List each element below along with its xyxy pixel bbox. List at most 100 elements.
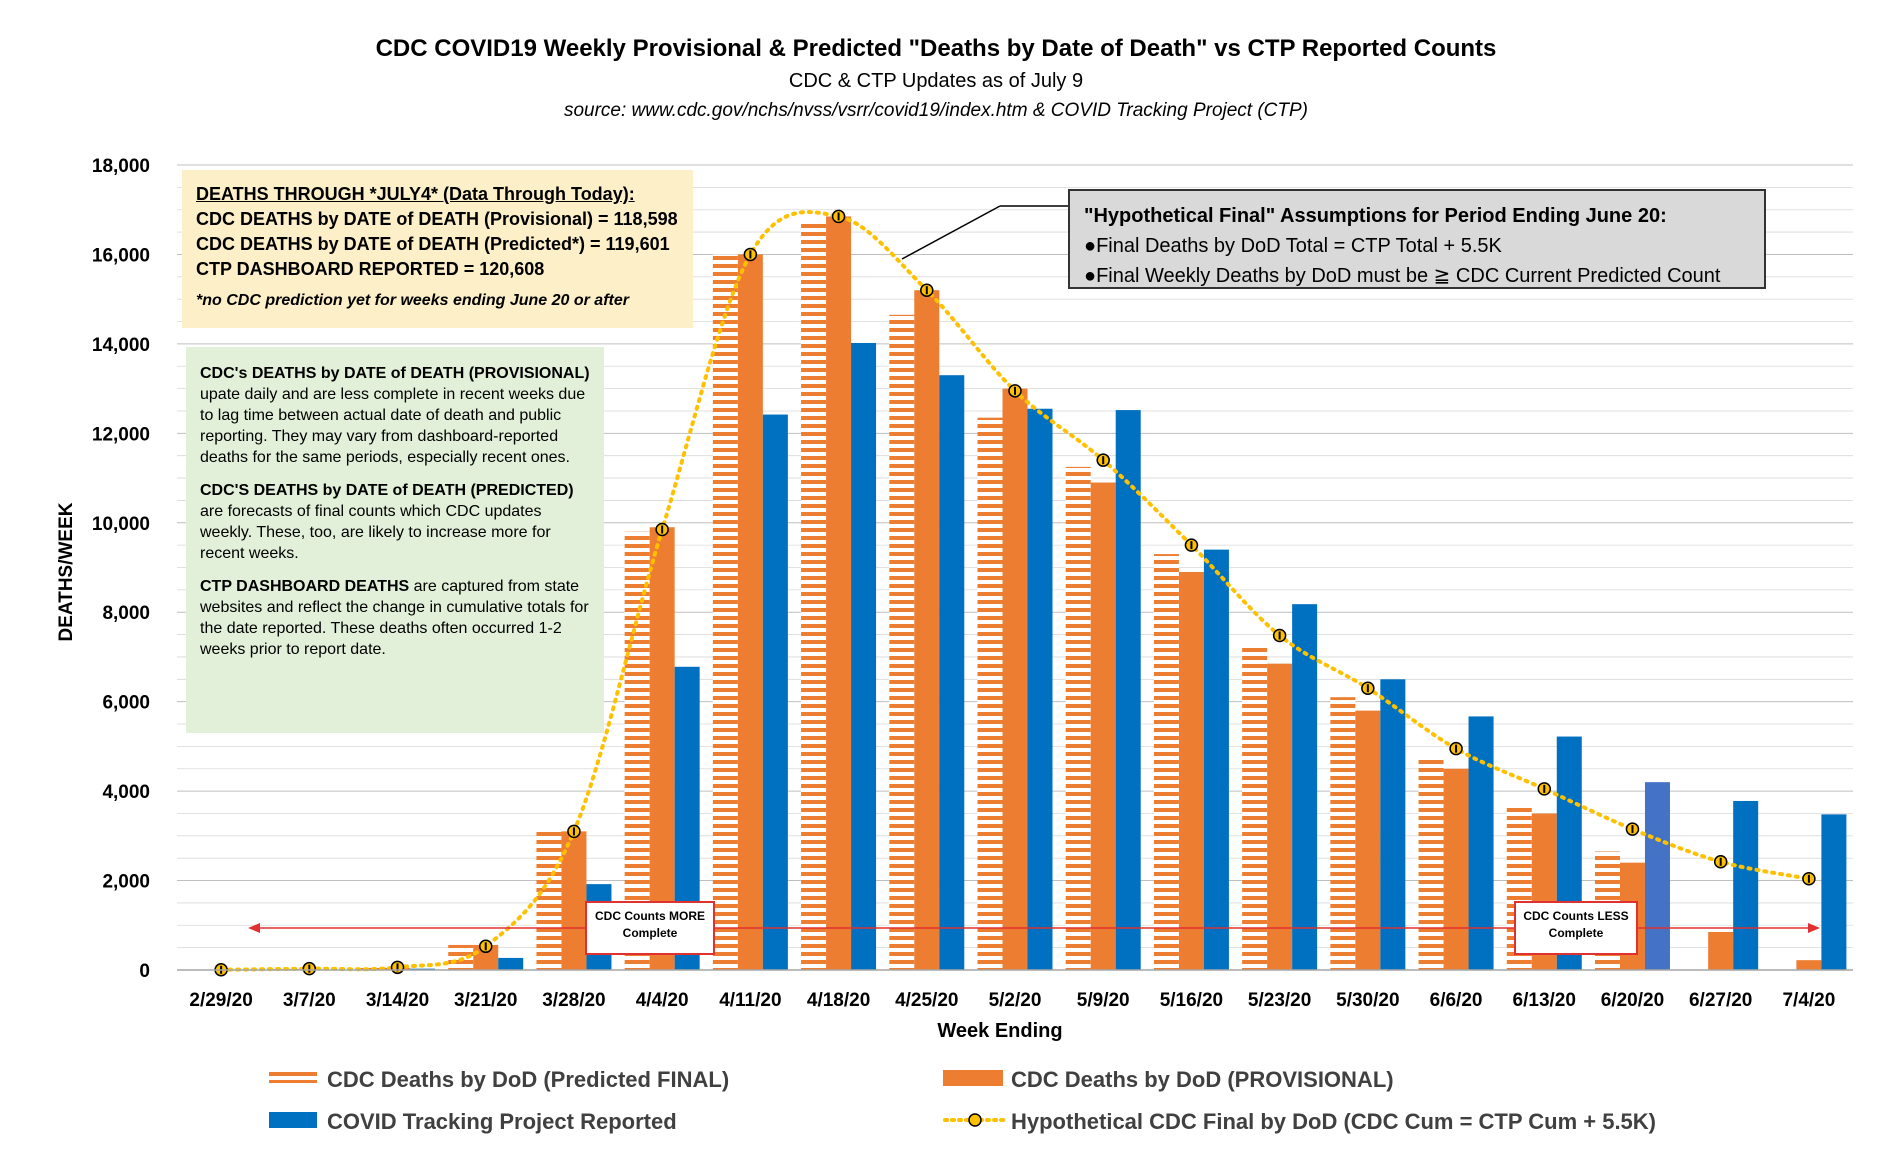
bar-predicted-final: [624, 531, 650, 970]
note-provisional-title: CDC's DEATHS by DATE of DEATH (PROVISION…: [200, 365, 590, 382]
y-tick-label: 12,000: [92, 424, 150, 445]
bar-ctp: [1733, 800, 1759, 970]
assumptions-title: "Hypothetical Final" Assumptions for Per…: [1084, 205, 1667, 227]
bar-ctp: [939, 375, 965, 970]
note-provisional: CDC's DEATHS by DATE of DEATH (PROVISION…: [200, 363, 590, 468]
legend-label-provisional: CDC Deaths by DoD (PROVISIONAL): [1011, 1067, 1394, 1092]
bar-provisional: [1443, 768, 1469, 970]
bar-predicted-final: [1418, 757, 1444, 970]
y-tick-label: 6,000: [102, 693, 150, 714]
legend: [269, 1069, 1007, 1128]
legend-label-hypothetical: Hypothetical CDC Final by DoD (CDC Cum =…: [1011, 1109, 1656, 1134]
assumptions-box: "Hypothetical Final" Assumptions for Per…: [1068, 189, 1766, 289]
bar-provisional: [737, 254, 763, 970]
bar-ctp: [762, 414, 788, 970]
hypothetical-point-mark: [1631, 825, 1634, 834]
y-axis-label: DEATHS/WEEK: [56, 502, 77, 641]
callout-line: [901, 205, 1001, 260]
bar-ctp: [1027, 408, 1053, 971]
bar-ctp: [1292, 604, 1318, 970]
bar-ctp: [1821, 814, 1847, 970]
bar-predicted-final: [536, 831, 562, 970]
arrow-right-icon: [1808, 923, 1820, 933]
legend-swatch-hypothetical: [943, 1113, 1007, 1127]
bar-provisional: [1178, 571, 1204, 970]
hypothetical-point-mark: [749, 250, 752, 259]
bar-provisional: [1002, 388, 1028, 971]
y-tick-label: 18,000: [92, 156, 150, 177]
arrow-left-icon: [248, 923, 260, 933]
chart-title: CDC COVID19 Weekly Provisional & Predict…: [376, 35, 1497, 62]
bar-provisional: [914, 290, 940, 970]
notes-box: CDC's DEATHS by DATE of DEATH (PROVISION…: [186, 347, 604, 733]
hypothetical-point-mark: [1719, 857, 1722, 866]
deaths-box-heading: DEATHS THROUGH *JULY4* (Data Through Tod…: [196, 184, 635, 204]
note-ctp: CTP DASHBOARD DEATHS are captured from s…: [200, 576, 590, 660]
more-complete-label: CDC Counts MORE Complete: [585, 901, 715, 955]
note-provisional-text: upate daily and are less complete in rec…: [200, 386, 586, 466]
hypothetical-point-mark: [837, 212, 840, 221]
bar-predicted-final: [977, 417, 1003, 970]
bar-predicted-final: [712, 254, 738, 970]
bar-provisional: [1355, 710, 1381, 970]
hypothetical-point-mark: [1366, 684, 1369, 693]
bar-predicted-final: [1330, 697, 1356, 970]
x-tick-label: 6/13/20: [1513, 990, 1576, 1011]
less-complete-label: CDC Counts LESS Complete: [1514, 901, 1638, 955]
note-predicted-title: CDC'S DEATHS by DATE of DEATH (PREDICTED…: [200, 482, 574, 499]
bars: [183, 216, 1847, 971]
hypothetical-point-mark: [661, 525, 664, 534]
hypothetical-point-mark: [572, 827, 575, 836]
hypothetical-point-mark: [1102, 456, 1105, 465]
x-tick-label: 3/21/20: [454, 990, 517, 1011]
bar-provisional: [649, 527, 675, 970]
assumption-1: ●Final Deaths by DoD Total = CTP Total +…: [1084, 235, 1502, 257]
y-tick-label: 4,000: [102, 782, 150, 803]
hypothetical-point-mark: [1014, 386, 1016, 395]
x-tick-label: 4/11/20: [719, 990, 781, 1011]
bar-ctp: [1203, 549, 1229, 970]
y-tick-label: 16,000: [92, 245, 150, 266]
hypothetical-point-mark: [1543, 784, 1546, 793]
x-tick-label: 4/4/20: [636, 990, 689, 1011]
y-tick-label: 10,000: [92, 514, 150, 535]
x-tick-label: 5/23/20: [1248, 990, 1311, 1011]
x-tick-label: 5/16/20: [1160, 990, 1223, 1011]
bar-provisional: [1796, 960, 1822, 970]
y-tick-label: 2,000: [102, 872, 150, 893]
x-tick-label: 4/25/20: [895, 990, 958, 1011]
legend-swatch-provisional: [943, 1070, 1003, 1086]
bar-predicted-final: [889, 314, 915, 970]
x-tick-label: 7/4/20: [1782, 990, 1835, 1011]
deaths-summary-box: DEATHS THROUGH *JULY4* (Data Through Tod…: [182, 170, 693, 328]
bar-predicted-final: [1153, 554, 1179, 970]
bar-provisional: [561, 831, 587, 970]
hypothetical-point-mark: [1807, 874, 1810, 883]
bar-ctp: [1115, 410, 1141, 971]
legend-swatch-predicted: [269, 1069, 317, 1083]
hypothetical-point-mark: [1278, 631, 1281, 640]
bar-provisional: [826, 216, 852, 971]
bar-predicted-final: [1242, 645, 1268, 970]
bar-ctp: [1468, 716, 1494, 970]
chart-subtitle: CDC & CTP Updates as of July 9: [789, 70, 1083, 92]
bar-provisional: [1267, 663, 1293, 970]
bar-predicted-final: [1065, 466, 1091, 970]
deaths-predicted: CDC DEATHS by DATE of DEATH (Predicted*)…: [196, 234, 670, 254]
bar-ctp: [851, 342, 877, 970]
hypothetical-point-mark: [1455, 744, 1458, 753]
x-tick-label: 5/2/20: [989, 990, 1042, 1011]
x-tick-label: 6/6/20: [1430, 990, 1483, 1011]
x-tick-label: 3/7/20: [283, 990, 336, 1011]
bar-ctp: [498, 957, 524, 970]
legend-label-predicted: CDC Deaths by DoD (Predicted FINAL): [327, 1067, 729, 1092]
assumption-2: ●Final Weekly Deaths by DoD must be ≧ CD…: [1084, 265, 1721, 287]
note-ctp-text: are captured from state websites and ref…: [200, 578, 589, 658]
x-tick-label: 3/28/20: [542, 990, 605, 1011]
hypothetical-line: [214, 209, 1816, 977]
hypothetical-point-mark: [925, 286, 928, 295]
note-predicted-text: are forecasts of final counts which CDC …: [200, 503, 551, 562]
bar-ctp: [1644, 782, 1670, 970]
legend-swatch-ctp: [269, 1112, 317, 1128]
